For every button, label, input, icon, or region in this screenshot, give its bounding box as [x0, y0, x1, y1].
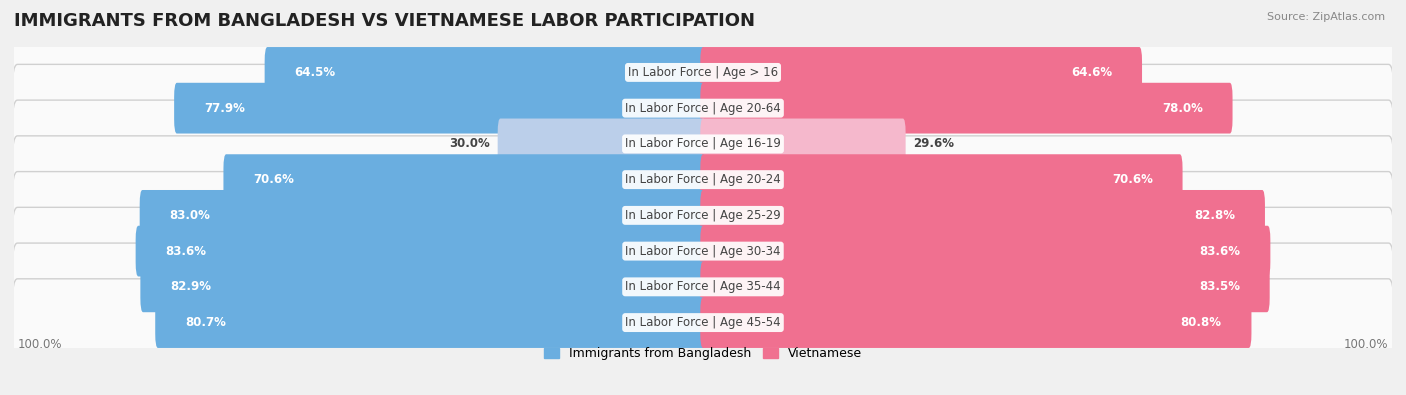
- Text: 78.0%: 78.0%: [1161, 102, 1202, 115]
- Text: 83.5%: 83.5%: [1199, 280, 1240, 293]
- FancyBboxPatch shape: [13, 100, 1393, 188]
- FancyBboxPatch shape: [264, 47, 706, 98]
- Text: Source: ZipAtlas.com: Source: ZipAtlas.com: [1267, 12, 1385, 22]
- Text: In Labor Force | Age 16-19: In Labor Force | Age 16-19: [626, 137, 780, 150]
- FancyBboxPatch shape: [700, 47, 1142, 98]
- Text: 80.7%: 80.7%: [186, 316, 226, 329]
- Text: 82.9%: 82.9%: [170, 280, 211, 293]
- Text: In Labor Force | Age 35-44: In Labor Force | Age 35-44: [626, 280, 780, 293]
- Legend: Immigrants from Bangladesh, Vietnamese: Immigrants from Bangladesh, Vietnamese: [538, 342, 868, 365]
- FancyBboxPatch shape: [13, 279, 1393, 367]
- Text: 80.8%: 80.8%: [1181, 316, 1222, 329]
- Text: 100.0%: 100.0%: [17, 338, 62, 351]
- Text: In Labor Force | Age 20-24: In Labor Force | Age 20-24: [626, 173, 780, 186]
- FancyBboxPatch shape: [13, 136, 1393, 224]
- Text: In Labor Force | Age 25-29: In Labor Force | Age 25-29: [626, 209, 780, 222]
- Text: 64.5%: 64.5%: [294, 66, 336, 79]
- FancyBboxPatch shape: [224, 154, 706, 205]
- Text: 30.0%: 30.0%: [450, 137, 491, 150]
- FancyBboxPatch shape: [155, 297, 706, 348]
- FancyBboxPatch shape: [700, 154, 1182, 205]
- FancyBboxPatch shape: [13, 207, 1393, 295]
- Text: 64.6%: 64.6%: [1071, 66, 1112, 79]
- FancyBboxPatch shape: [700, 226, 1271, 276]
- Text: 83.0%: 83.0%: [169, 209, 211, 222]
- FancyBboxPatch shape: [13, 243, 1393, 331]
- FancyBboxPatch shape: [13, 28, 1393, 116]
- FancyBboxPatch shape: [13, 171, 1393, 259]
- FancyBboxPatch shape: [700, 190, 1265, 241]
- Text: 100.0%: 100.0%: [1344, 338, 1389, 351]
- Text: In Labor Force | Age 20-64: In Labor Force | Age 20-64: [626, 102, 780, 115]
- FancyBboxPatch shape: [700, 118, 905, 169]
- Text: 83.6%: 83.6%: [1199, 245, 1240, 258]
- FancyBboxPatch shape: [141, 261, 706, 312]
- Text: 82.8%: 82.8%: [1194, 209, 1236, 222]
- FancyBboxPatch shape: [135, 226, 706, 276]
- Text: In Labor Force | Age 30-34: In Labor Force | Age 30-34: [626, 245, 780, 258]
- Text: 83.6%: 83.6%: [166, 245, 207, 258]
- Text: 29.6%: 29.6%: [912, 137, 955, 150]
- Text: 70.6%: 70.6%: [1112, 173, 1153, 186]
- FancyBboxPatch shape: [700, 83, 1233, 134]
- FancyBboxPatch shape: [700, 297, 1251, 348]
- FancyBboxPatch shape: [139, 190, 706, 241]
- Text: In Labor Force | Age > 16: In Labor Force | Age > 16: [628, 66, 778, 79]
- FancyBboxPatch shape: [498, 118, 706, 169]
- Text: 77.9%: 77.9%: [204, 102, 245, 115]
- Text: In Labor Force | Age 45-54: In Labor Force | Age 45-54: [626, 316, 780, 329]
- FancyBboxPatch shape: [174, 83, 706, 134]
- FancyBboxPatch shape: [700, 261, 1270, 312]
- FancyBboxPatch shape: [13, 64, 1393, 152]
- Text: 70.6%: 70.6%: [253, 173, 294, 186]
- Text: IMMIGRANTS FROM BANGLADESH VS VIETNAMESE LABOR PARTICIPATION: IMMIGRANTS FROM BANGLADESH VS VIETNAMESE…: [14, 12, 755, 30]
